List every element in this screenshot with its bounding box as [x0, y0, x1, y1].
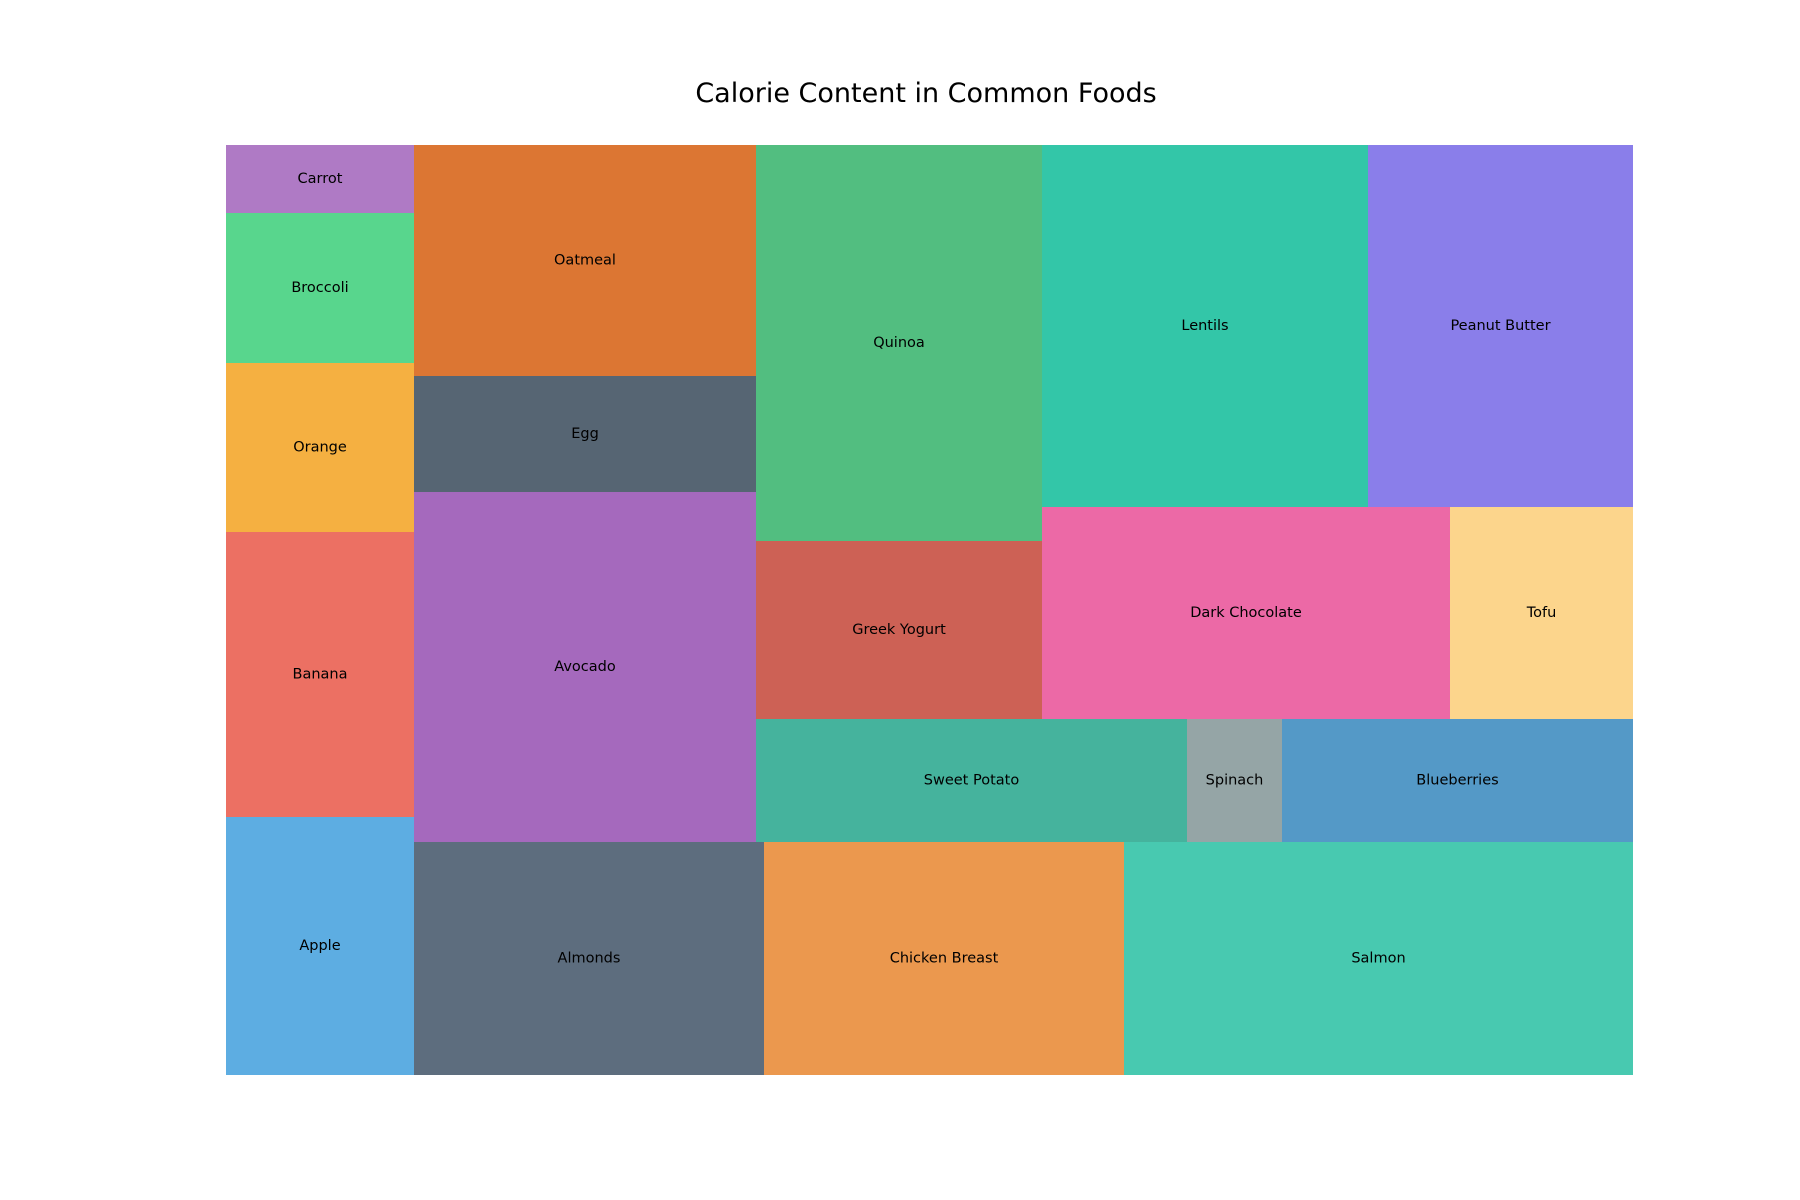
tile-label-apple: Apple: [299, 938, 340, 954]
tile-rect-apple: [226, 817, 414, 1075]
tile-rect-salmon: [1124, 842, 1633, 1075]
tile-rect-oatmeal: [414, 145, 756, 376]
tile-banana: Banana: [226, 532, 414, 817]
tile-rect-sweet-potato: [756, 719, 1187, 842]
tile-label-salmon: Salmon: [1351, 951, 1405, 967]
tile-rect-banana: [226, 532, 414, 817]
tile-egg: Egg: [414, 376, 756, 492]
tile-label-spinach: Spinach: [1206, 773, 1264, 789]
chart-title: Calorie Content in Common Foods: [695, 78, 1157, 109]
tile-label-banana: Banana: [293, 667, 348, 683]
tile-tofu: Tofu: [1450, 507, 1633, 719]
tile-rect-carrot: [226, 145, 414, 213]
tile-rect-broccoli: [226, 213, 414, 363]
tile-almonds: Almonds: [414, 842, 764, 1075]
tile-label-tofu: Tofu: [1526, 605, 1557, 621]
tile-avocado: Avocado: [414, 492, 756, 842]
tile-rect-peanut-butter: [1368, 145, 1633, 507]
tile-quinoa: Quinoa: [756, 145, 1042, 541]
tile-label-avocado: Avocado: [554, 659, 616, 675]
tile-rect-quinoa: [756, 145, 1042, 541]
tile-rect-spinach: [1187, 719, 1282, 842]
tile-broccoli: Broccoli: [226, 213, 414, 363]
tile-sweet-potato: Sweet Potato: [756, 719, 1187, 842]
tile-label-quinoa: Quinoa: [873, 335, 925, 351]
tile-rect-tofu: [1450, 507, 1633, 719]
tile-label-broccoli: Broccoli: [291, 280, 348, 296]
tile-rect-dark-chocolate: [1042, 507, 1450, 719]
tile-apple: Apple: [226, 817, 414, 1075]
tile-salmon: Salmon: [1124, 842, 1633, 1075]
tile-label-almonds: Almonds: [558, 951, 621, 967]
tile-label-chicken-breast: Chicken Breast: [890, 951, 999, 967]
tile-label-carrot: Carrot: [298, 171, 343, 187]
tile-greek-yogurt: Greek Yogurt: [756, 541, 1042, 719]
tile-spinach: Spinach: [1187, 719, 1282, 842]
tile-carrot: Carrot: [226, 145, 414, 213]
tile-label-egg: Egg: [571, 426, 599, 442]
tile-rect-greek-yogurt: [756, 541, 1042, 719]
tile-rect-orange: [226, 363, 414, 532]
tile-rect-chicken-breast: [764, 842, 1124, 1075]
tile-rect-almonds: [414, 842, 764, 1075]
tile-label-dark-chocolate: Dark Chocolate: [1190, 605, 1302, 621]
tile-label-peanut-butter: Peanut Butter: [1450, 318, 1550, 334]
tile-dark-chocolate: Dark Chocolate: [1042, 507, 1450, 719]
tile-chicken-breast: Chicken Breast: [764, 842, 1124, 1075]
tile-orange: Orange: [226, 363, 414, 532]
tile-blueberries: Blueberries: [1282, 719, 1633, 842]
tile-rect-avocado: [414, 492, 756, 842]
tile-label-blueberries: Blueberries: [1416, 773, 1498, 789]
tile-peanut-butter: Peanut Butter: [1368, 145, 1633, 507]
tile-oatmeal: Oatmeal: [414, 145, 756, 376]
tile-rect-lentils: [1042, 145, 1368, 507]
tile-label-oatmeal: Oatmeal: [554, 253, 616, 269]
tile-rect-egg: [414, 376, 756, 492]
tile-label-orange: Orange: [293, 440, 347, 456]
tile-label-greek-yogurt: Greek Yogurt: [852, 622, 946, 638]
tile-label-sweet-potato: Sweet Potato: [924, 773, 1020, 789]
tile-rect-blueberries: [1282, 719, 1633, 842]
tile-lentils: Lentils: [1042, 145, 1368, 507]
tile-label-lentils: Lentils: [1181, 318, 1228, 334]
